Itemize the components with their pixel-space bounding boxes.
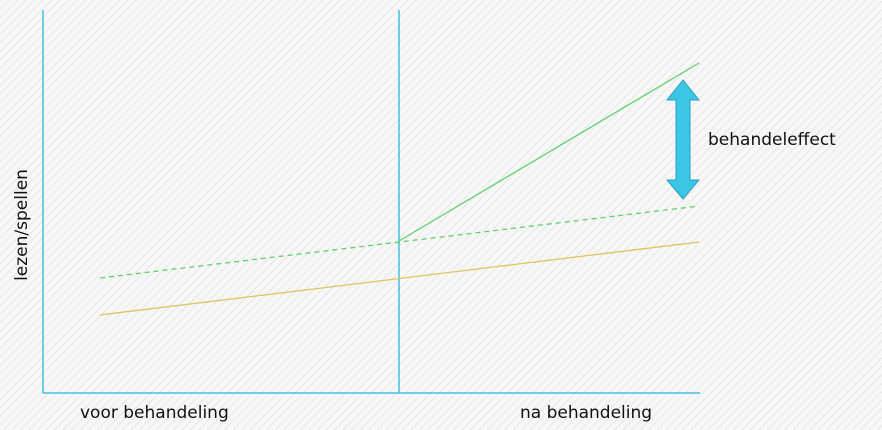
expected-line [99,205,700,279]
y-axis-label: lezen/spellen [12,169,32,281]
annotation: behandeleffect [708,130,836,150]
effect-arrow [665,79,701,200]
x-label: voor behandeling [80,403,229,423]
control-line [99,241,700,316]
x-label: na behandeling [520,403,652,423]
treatment-line [398,62,700,242]
